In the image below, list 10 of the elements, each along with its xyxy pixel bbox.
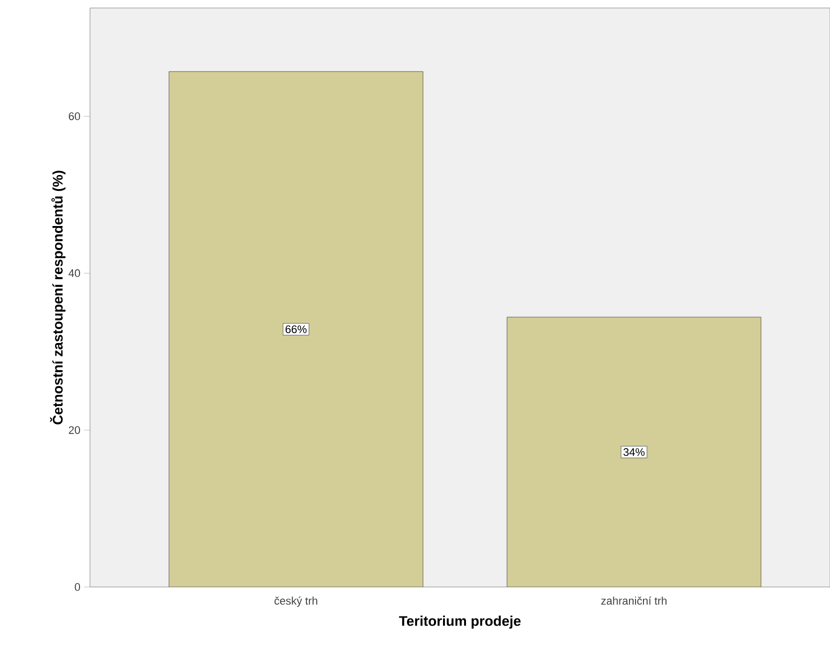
y-tick-label: 0 (74, 583, 80, 591)
y-tick-label: 40 (68, 269, 80, 278)
data-label: 34% (623, 448, 645, 456)
y-axis-title: Četnostní zastoupení respondentů (%) (50, 170, 66, 424)
x-tick-label: český trh (274, 596, 318, 607)
x-axis-title: Teritorium prodeje (399, 616, 521, 629)
x-tick-label: zahraniční trh (601, 596, 666, 605)
data-label: 66% (286, 325, 307, 334)
y-tick-label: 20 (68, 426, 80, 434)
y-tick-label: 60 (68, 112, 80, 120)
